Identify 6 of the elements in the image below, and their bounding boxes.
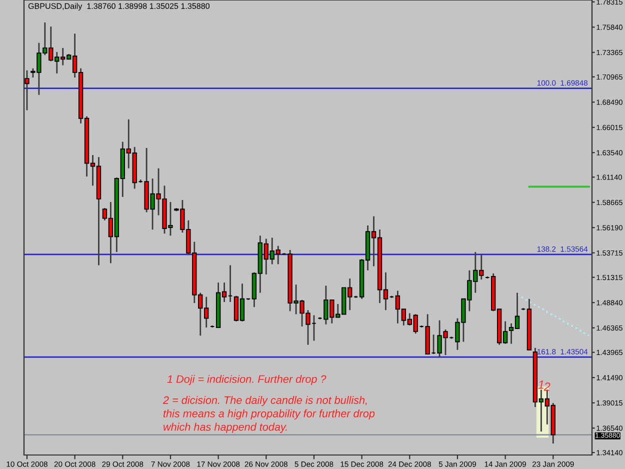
annotation: 1 Doji = indicision. Further drop ? bbox=[167, 374, 326, 386]
annotation: 2 = dicision. The daily candle is not bullish, this means a high propability for further drop which has happend today. bbox=[162, 396, 375, 433]
annotation: 2 bbox=[544, 382, 550, 391]
line-series bbox=[516, 294, 590, 337]
annotation: 1 bbox=[538, 380, 544, 389]
chart-title: GBPUSD,Daily 1.38760 1.38998 1.35025 1.35880 bbox=[28, 3, 210, 11]
